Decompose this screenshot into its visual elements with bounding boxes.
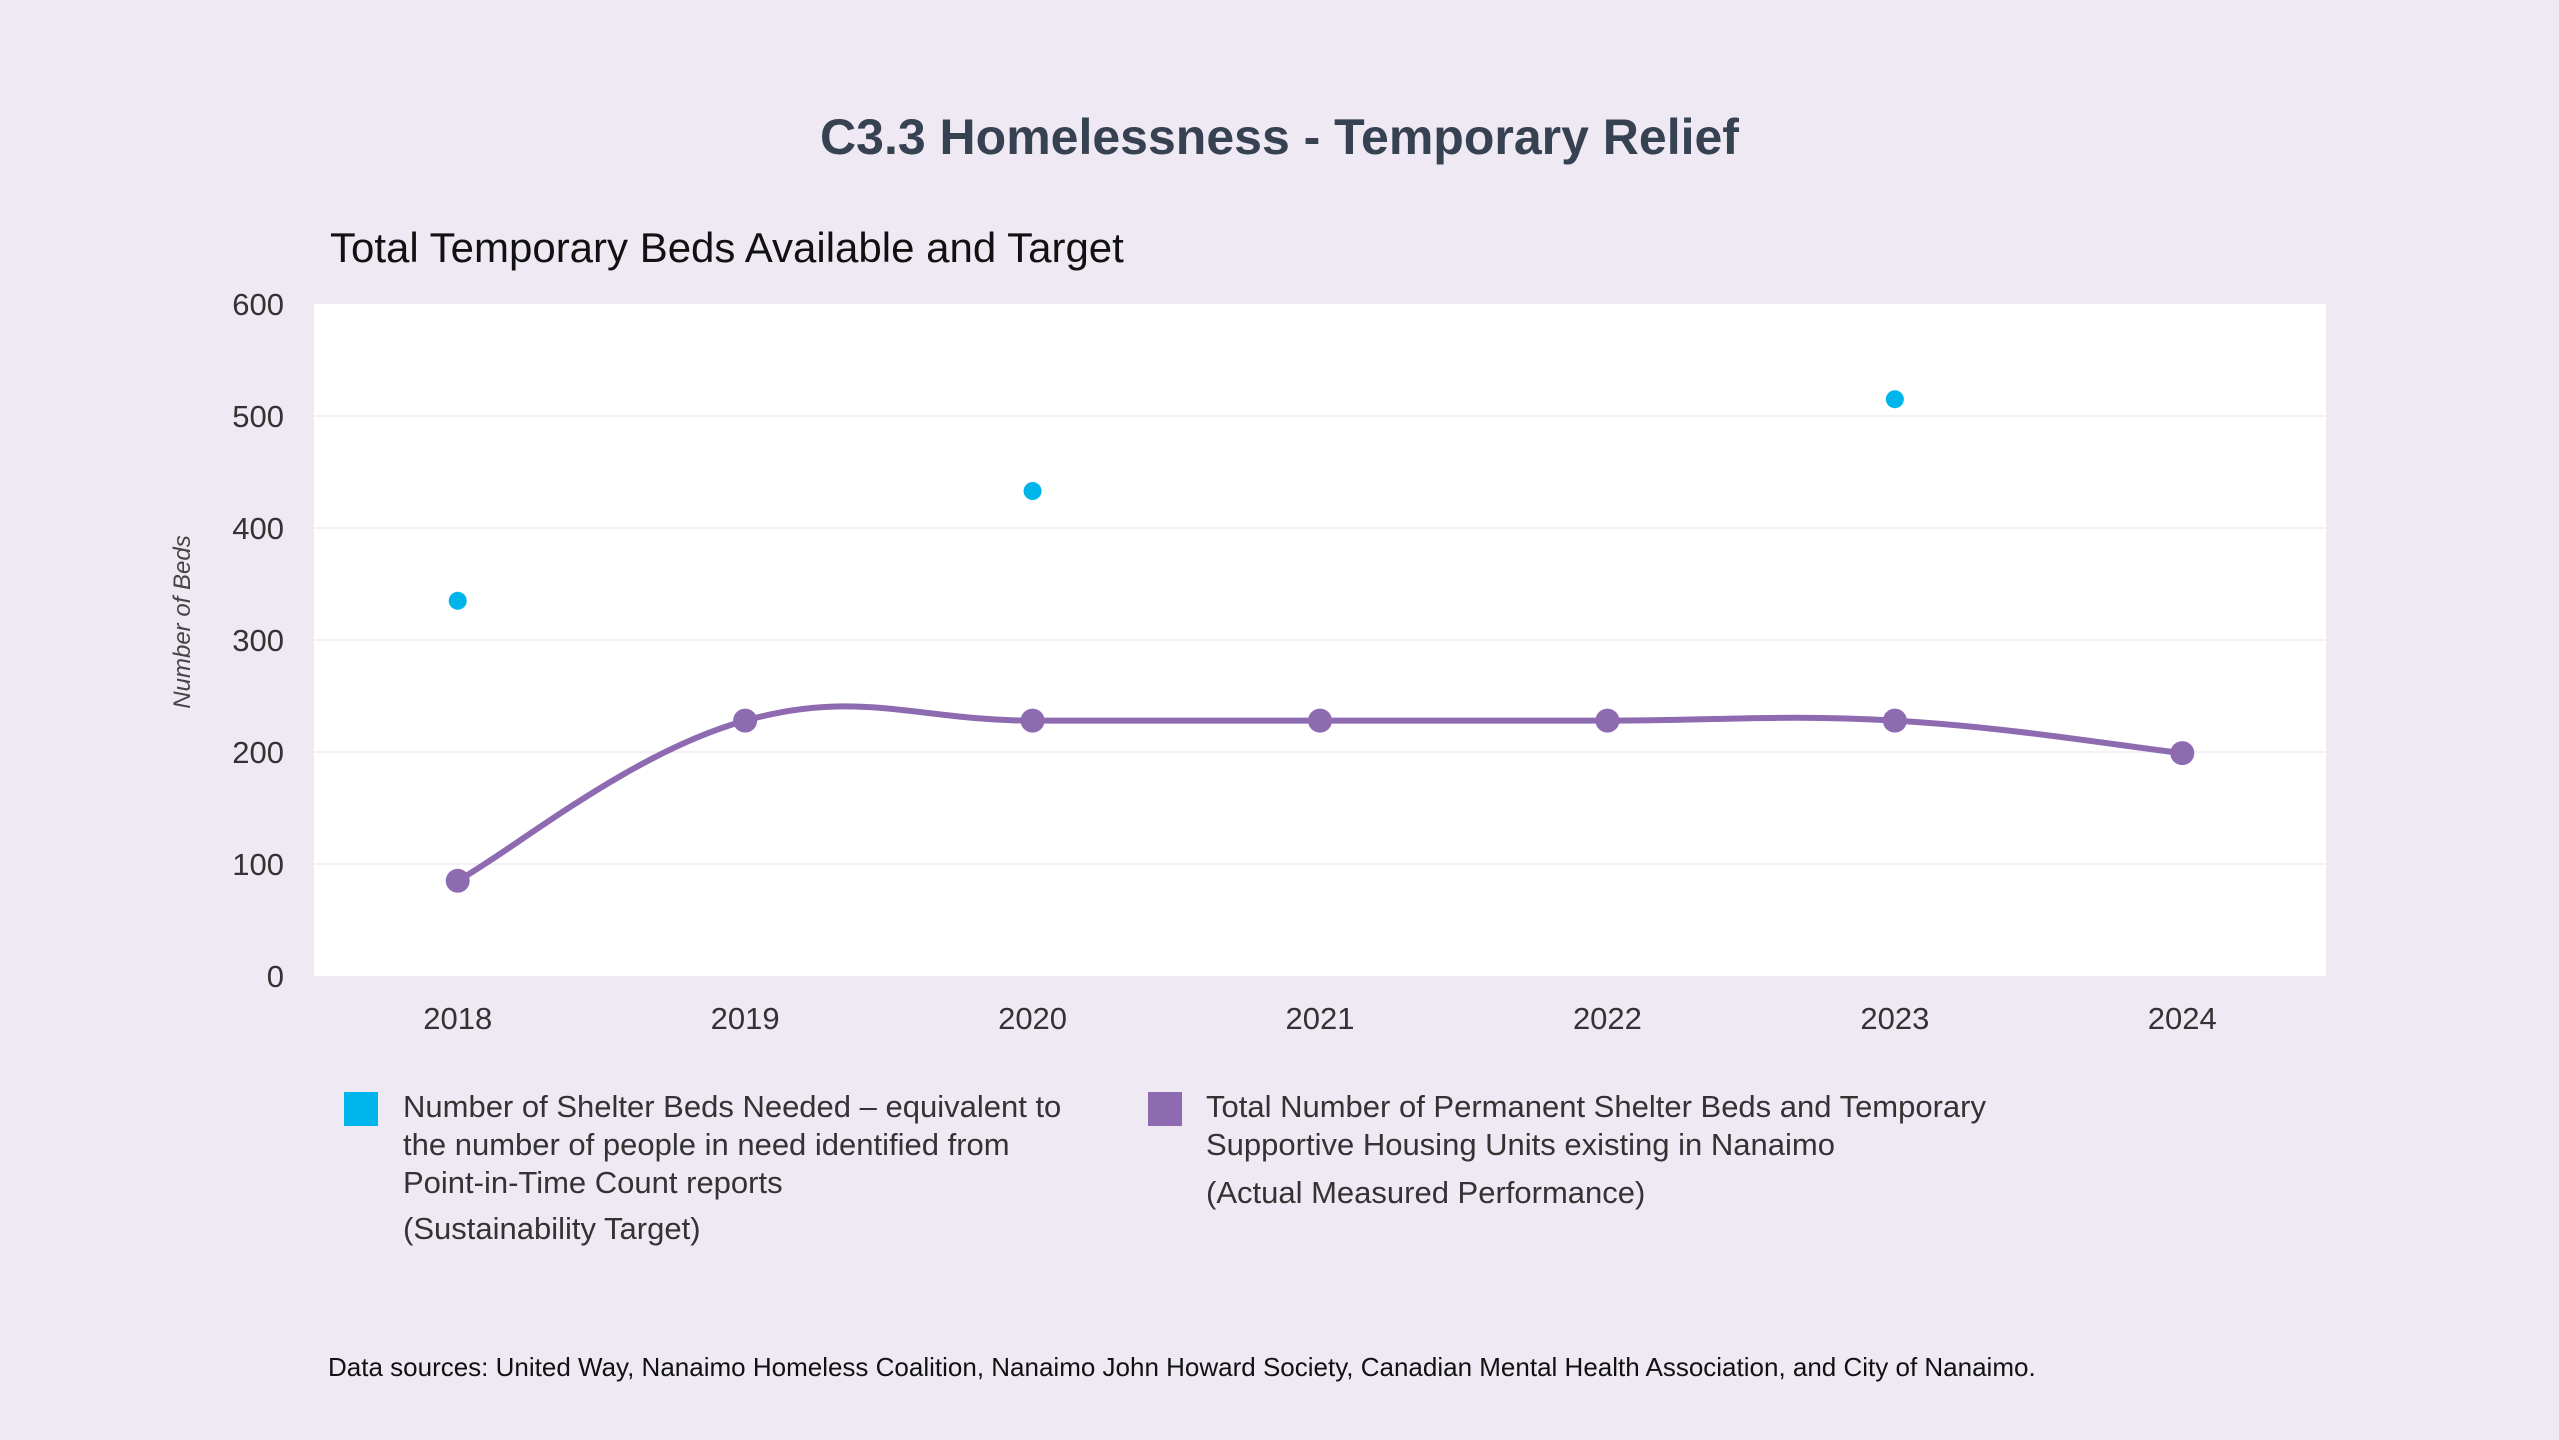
legend-item-target: Number of Shelter Beds Needed – equivale… xyxy=(344,1088,1104,1258)
data-point-actual xyxy=(1308,708,1332,733)
data-point-actual xyxy=(1020,708,1045,733)
legend-swatch-actual xyxy=(1148,1092,1182,1126)
y-tick-label: 100 xyxy=(232,847,284,882)
x-tick-label: 2022 xyxy=(1573,1001,1642,1036)
x-tick-label: 2024 xyxy=(2148,1001,2217,1036)
data-source-note: Data sources: United Way, Nanaimo Homele… xyxy=(328,1352,2036,1382)
legend-sublabel-actual: (Actual Measured Performance) xyxy=(1206,1175,1646,1210)
data-point-target xyxy=(448,591,467,610)
chart-title: Total Temporary Beds Available and Targe… xyxy=(330,224,1124,271)
x-tick-label: 2018 xyxy=(423,1001,492,1036)
y-tick-label: 300 xyxy=(232,623,284,658)
legend-label-target: Number of Shelter Beds Needed – equivale… xyxy=(403,1089,1062,1200)
y-axis-label: Number of Beds xyxy=(169,535,196,708)
x-tick-label: 2020 xyxy=(998,1001,1067,1036)
data-point-actual xyxy=(445,868,470,893)
legend-sublabel-target: (Sustainability Target) xyxy=(403,1211,701,1246)
page-title: C3.3 Homelessness - Temporary Relief xyxy=(820,109,1739,165)
x-tick-label: 2019 xyxy=(711,1001,780,1036)
data-point-actual xyxy=(733,708,758,733)
y-axis-ticks: 0 100 200 300 400 500 600 xyxy=(232,287,284,994)
data-point-actual xyxy=(1595,708,1620,733)
x-axis-ticks: 2018 2019 2020 2021 2022 2023 2024 xyxy=(423,1001,2217,1036)
y-tick-label: 0 xyxy=(267,959,284,994)
data-point-actual xyxy=(2170,741,2195,766)
x-tick-label: 2021 xyxy=(1286,1001,1355,1036)
gridlines xyxy=(314,415,2326,865)
data-point-target xyxy=(1023,482,1042,501)
legend-swatch-target xyxy=(344,1092,378,1126)
data-point-target xyxy=(1885,390,1904,409)
y-tick-label: 500 xyxy=(232,399,284,434)
series xyxy=(445,390,2195,893)
y-tick-label: 400 xyxy=(232,511,284,546)
legend-label-actual: Total Number of Permanent Shelter Beds a… xyxy=(1206,1089,1986,1162)
legend-item-actual: Total Number of Permanent Shelter Beds a… xyxy=(1148,1088,2148,1218)
data-point-actual xyxy=(1882,708,1907,733)
x-tick-label: 2023 xyxy=(1860,1001,1929,1036)
y-tick-label: 600 xyxy=(232,287,284,322)
y-tick-label: 200 xyxy=(232,735,284,770)
